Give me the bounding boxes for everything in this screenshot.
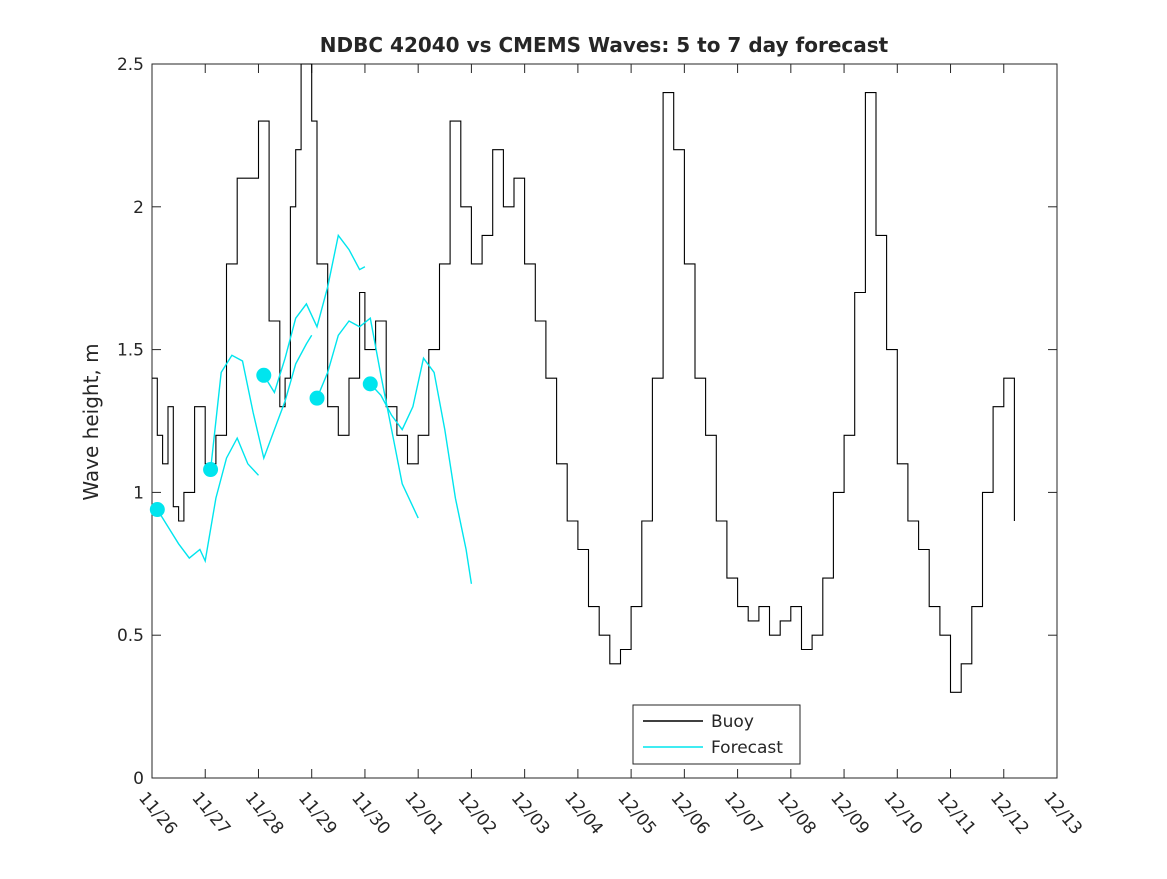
forecast-start-marker xyxy=(309,390,325,406)
forecast-start-marker xyxy=(362,376,378,392)
forecast-run-line xyxy=(156,436,260,564)
buoy-series-line xyxy=(152,63,1015,693)
chart-legend: Buoy Forecast xyxy=(632,704,801,765)
y-tick-label: 0.5 xyxy=(117,626,144,646)
y-tick-label: 1.5 xyxy=(117,341,144,361)
y-tick-label: 2.5 xyxy=(117,55,144,75)
legend-label: Forecast xyxy=(711,738,783,758)
legend-label: Buoy xyxy=(711,712,754,732)
forecast-run-line xyxy=(316,316,419,519)
chart-title: NDBC 42040 vs CMEMS Waves: 5 to 7 day fo… xyxy=(320,33,889,57)
axes-box xyxy=(151,63,1058,779)
forecast-start-marker xyxy=(203,462,219,478)
legend-box xyxy=(632,704,801,765)
y-tick-label: 1 xyxy=(133,483,144,503)
y-tick-label: 0 xyxy=(133,769,144,789)
forecast-run-line xyxy=(263,233,366,395)
forecast-start-marker xyxy=(256,367,272,383)
forecast-start-marker xyxy=(149,502,165,518)
forecast-run-line xyxy=(209,334,313,470)
forecast-run-line xyxy=(369,356,473,584)
y-tick-label: 2 xyxy=(133,198,144,218)
y-axis-label: Wave height, m xyxy=(79,343,103,500)
